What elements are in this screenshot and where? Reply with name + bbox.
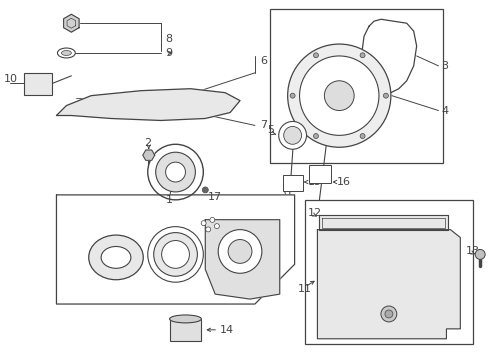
Polygon shape — [56, 195, 294, 304]
Circle shape — [205, 227, 210, 232]
Circle shape — [299, 56, 378, 135]
Text: 11: 11 — [297, 284, 311, 294]
Text: 6: 6 — [259, 56, 266, 66]
Ellipse shape — [169, 315, 201, 323]
Text: 2: 2 — [143, 138, 151, 148]
Text: 13: 13 — [466, 247, 479, 256]
Circle shape — [147, 144, 203, 200]
Circle shape — [162, 240, 189, 268]
Circle shape — [313, 134, 318, 139]
Polygon shape — [205, 220, 279, 299]
Circle shape — [384, 310, 392, 318]
Text: 17: 17 — [208, 192, 222, 202]
Bar — [282, 175, 302, 191]
Text: 9: 9 — [165, 48, 172, 58]
Circle shape — [209, 217, 214, 222]
Text: 1: 1 — [165, 195, 172, 205]
Bar — [24, 73, 51, 95]
Circle shape — [201, 221, 205, 226]
Text: 5: 5 — [266, 125, 273, 135]
Circle shape — [359, 134, 365, 139]
Text: 3: 3 — [441, 61, 447, 71]
Circle shape — [278, 121, 306, 149]
Circle shape — [474, 249, 484, 260]
Text: 8: 8 — [165, 34, 172, 44]
Ellipse shape — [101, 247, 131, 268]
Polygon shape — [142, 150, 154, 160]
Circle shape — [153, 233, 197, 276]
Polygon shape — [317, 230, 459, 339]
Bar — [304, 200, 472, 344]
Polygon shape — [56, 89, 240, 121]
Circle shape — [228, 239, 251, 264]
Circle shape — [165, 162, 185, 182]
Ellipse shape — [88, 235, 143, 280]
Circle shape — [383, 93, 387, 98]
Circle shape — [313, 53, 318, 58]
Bar — [269, 9, 443, 163]
Bar — [309, 165, 331, 183]
Circle shape — [287, 44, 390, 147]
Ellipse shape — [61, 50, 71, 55]
Text: 7: 7 — [259, 121, 266, 130]
Circle shape — [202, 187, 208, 193]
Circle shape — [289, 93, 294, 98]
Circle shape — [214, 224, 219, 229]
Text: 15: 15 — [307, 177, 321, 187]
Polygon shape — [319, 215, 447, 230]
Text: 16: 16 — [337, 177, 350, 187]
Text: 12: 12 — [307, 208, 321, 218]
Circle shape — [359, 53, 365, 58]
Circle shape — [380, 306, 396, 322]
Circle shape — [147, 227, 203, 282]
Circle shape — [324, 81, 353, 111]
Circle shape — [218, 230, 262, 273]
Text: 4: 4 — [441, 105, 447, 116]
Text: 14: 14 — [220, 325, 234, 335]
Circle shape — [283, 126, 301, 144]
Polygon shape — [63, 14, 79, 32]
Text: 10: 10 — [4, 74, 18, 84]
Ellipse shape — [57, 48, 75, 58]
Circle shape — [155, 152, 195, 192]
Bar — [169, 319, 201, 341]
